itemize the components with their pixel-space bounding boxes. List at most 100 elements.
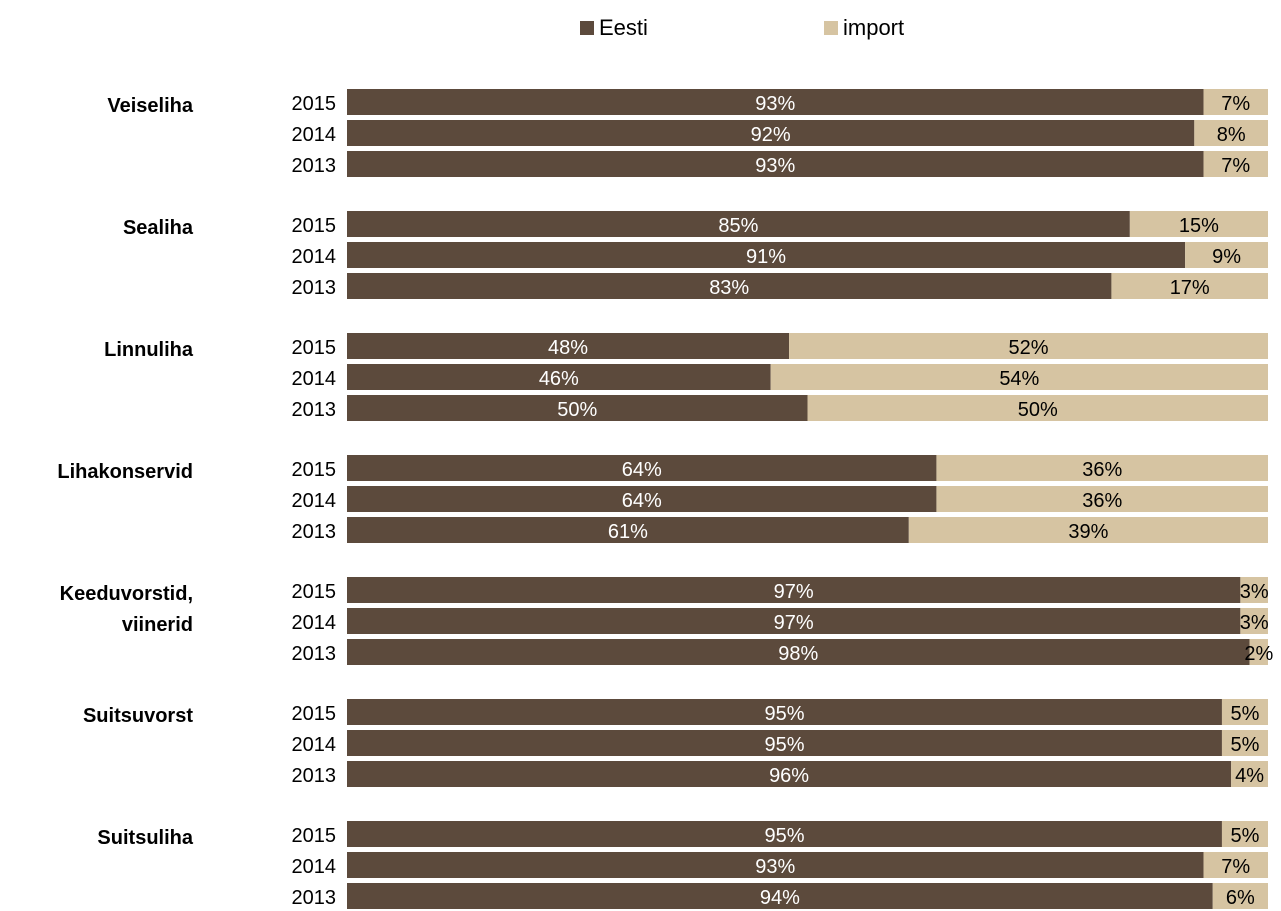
category-label: Sealiha (123, 217, 194, 239)
year-label: 2013 (292, 277, 337, 299)
data-label-import: 15% (1179, 215, 1219, 237)
bar-group: Sealiha 2015 85% 15% 2014 91% 9% 2013 83% 17% (123, 211, 1268, 299)
bar-segment-eesti (347, 364, 771, 390)
bar-segment-eesti (347, 883, 1213, 909)
year-label: 2014 (292, 856, 337, 878)
category-label: viinerid (122, 614, 193, 636)
data-label-eesti: 96% (769, 765, 809, 787)
data-label-eesti: 93% (755, 856, 795, 878)
legend-swatch-import (824, 21, 838, 35)
data-label-eesti: 64% (622, 459, 662, 481)
data-label-eesti: 97% (774, 581, 814, 603)
bar-segment-import (936, 486, 1268, 512)
bar-segment-eesti (347, 517, 909, 543)
bar-segment-import (1231, 761, 1268, 787)
bar-segment-eesti (347, 333, 790, 359)
bar-segment-import (1221, 699, 1268, 725)
bar-group: Lihakonservid 2015 64% 36% 2014 64% 36% 2013 61%… (57, 455, 1268, 543)
bar-row: 2015 48% 52% (292, 333, 1268, 359)
data-label-eesti: 93% (755, 155, 795, 177)
data-label-import: 36% (1082, 490, 1122, 512)
bar-segment-import (1129, 211, 1268, 237)
bar-segment-eesti (347, 273, 1112, 299)
year-label: 2013 (292, 155, 337, 177)
bar-segment-eesti (347, 151, 1204, 177)
category-label: Linnuliha (104, 339, 194, 361)
bar-segment-eesti (347, 608, 1241, 634)
data-label-eesti: 92% (751, 124, 791, 146)
bar-group: Linnuliha 2015 48% 52% 2014 46% 54% 2013 50% 50% (104, 333, 1268, 421)
bar-row: 2013 98% 2% (292, 639, 1273, 665)
data-label-eesti: 95% (764, 825, 804, 847)
bar-row: 2013 50% 50% (292, 395, 1268, 421)
legend-swatch-eesti (580, 21, 594, 35)
bar-segment-import (1249, 639, 1268, 665)
bar-segment-eesti (347, 211, 1130, 237)
year-label: 2013 (292, 887, 337, 909)
bar-group: Veiseliha 2015 93% 7% 2014 92% 8% 2013 93% 7% (107, 89, 1268, 177)
category-label: Lihakonservid (57, 461, 193, 483)
data-label-eesti: 98% (778, 643, 818, 665)
bar-segment-eesti (347, 242, 1186, 268)
legend: Eesti import (580, 15, 904, 40)
bar-row: 2014 64% 36% (292, 486, 1268, 512)
year-label: 2013 (292, 399, 337, 421)
bar-segment-import (789, 333, 1268, 359)
data-label-import: 7% (1221, 93, 1250, 115)
bar-segment-import (1203, 852, 1268, 878)
bar-row: 2013 61% 39% (292, 517, 1268, 543)
category-label: Suitsuvorst (83, 705, 193, 727)
bar-row: 2015 85% 15% (292, 211, 1268, 237)
bar-row: 2013 93% 7% (292, 151, 1268, 177)
year-label: 2015 (292, 93, 337, 115)
bar-segment-import (1221, 821, 1268, 847)
bar-row: 2014 95% 5% (292, 730, 1268, 756)
bar-row: 2014 93% 7% (292, 852, 1268, 878)
bar-segment-import (1212, 883, 1268, 909)
bar-row: 2013 83% 17% (292, 273, 1268, 299)
year-label: 2015 (292, 215, 337, 237)
data-label-eesti: 46% (539, 368, 579, 390)
category-label: Suitsuliha (97, 827, 193, 849)
bar-segment-eesti (347, 395, 808, 421)
bar-segment-eesti (347, 120, 1195, 146)
data-label-eesti: 93% (755, 93, 795, 115)
data-label-import: 7% (1221, 856, 1250, 878)
bar-segment-import (908, 517, 1268, 543)
data-label-import: 7% (1221, 155, 1250, 177)
data-label-eesti: 64% (622, 490, 662, 512)
bar-row: 2013 96% 4% (292, 761, 1268, 787)
year-label: 2014 (292, 490, 337, 512)
bar-segment-eesti (347, 761, 1232, 787)
bar-row: 2014 92% 8% (292, 120, 1268, 146)
data-label-eesti: 97% (774, 612, 814, 634)
chart-groups: Veiseliha 2015 93% 7% 2014 92% 8% 2013 93% 7% Seal… (57, 89, 1273, 909)
bar-group: Suitsuvorst 2015 95% 5% 2014 95% 5% 2013 96% 4% (83, 699, 1268, 787)
year-label: 2014 (292, 246, 337, 268)
bar-segment-import (1221, 730, 1268, 756)
data-label-eesti: 83% (709, 277, 749, 299)
bar-row: 2015 93% 7% (292, 89, 1268, 115)
data-label-eesti: 94% (760, 887, 800, 909)
data-label-import: 3% (1240, 612, 1269, 634)
bar-row: 2015 97% 3% (292, 577, 1269, 603)
year-label: 2014 (292, 368, 337, 390)
bar-segment-eesti (347, 699, 1222, 725)
year-label: 2015 (292, 459, 337, 481)
data-label-import: 39% (1068, 521, 1108, 543)
data-label-import: 17% (1170, 277, 1210, 299)
data-label-import: 52% (1009, 337, 1049, 359)
year-label: 2014 (292, 124, 337, 146)
year-label: 2013 (292, 765, 337, 787)
data-label-import: 5% (1231, 703, 1260, 725)
bar-segment-import (936, 455, 1268, 481)
bar-segment-eesti (347, 639, 1250, 665)
data-label-import: 5% (1231, 734, 1260, 756)
category-label: Veiseliha (107, 95, 193, 117)
data-label-import: 9% (1212, 246, 1241, 268)
bar-segment-import (770, 364, 1268, 390)
data-label-eesti: 95% (764, 734, 804, 756)
data-label-import: 50% (1018, 399, 1058, 421)
bar-segment-eesti (347, 852, 1204, 878)
